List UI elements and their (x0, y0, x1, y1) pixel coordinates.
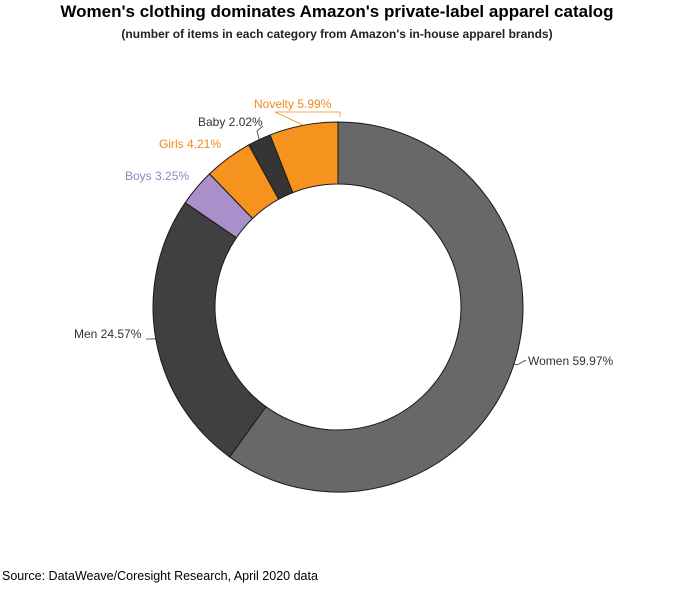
slice-novelty (269, 121, 339, 194)
slice-labels: Women 59.97% Men 24.57% Boys 3.25% Girls 4.… (74, 97, 613, 368)
leader-line-baby (256, 125, 264, 140)
source-note: Source: DataWeave/Coresight Research, Ap… (2, 569, 318, 583)
donut-slices (152, 121, 524, 493)
slice-men (152, 202, 267, 458)
label-women: Women 59.97% (528, 354, 613, 368)
label-baby: Baby 2.02% (198, 115, 263, 129)
leader-line-novelty (274, 111, 341, 126)
leader-line-women (513, 359, 527, 366)
chart-title: Women's clothing dominates Amazon's priv… (60, 2, 614, 21)
slice-women (228, 121, 524, 493)
label-girls: Girls 4.21% (159, 137, 221, 151)
label-boys: Boys 3.25% (125, 169, 189, 183)
label-men: Men 24.57% (74, 327, 142, 341)
chart-subtitle: (number of items in each category from A… (121, 27, 553, 41)
label-leader-lines (146, 111, 527, 366)
label-novelty: Novelty 5.99% (254, 97, 332, 111)
